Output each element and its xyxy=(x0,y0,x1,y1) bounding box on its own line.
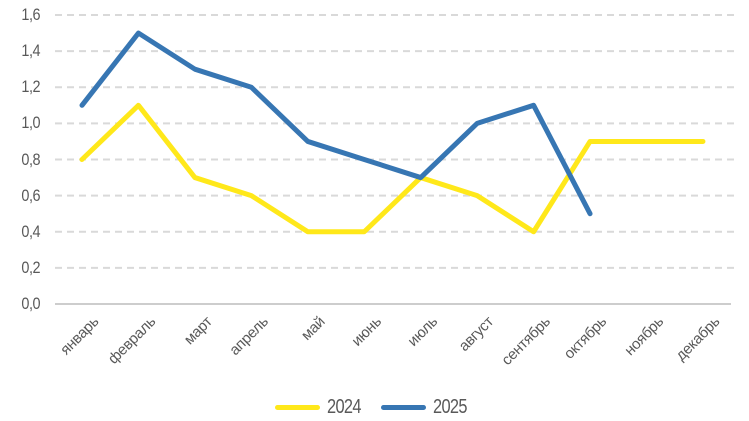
y-tick-label: 1,0 xyxy=(21,113,40,133)
legend: 2024 2025 xyxy=(0,394,749,420)
series-line-2024 xyxy=(79,102,706,235)
legend-swatch-2024 xyxy=(275,404,321,410)
legend-label-2025: 2025 xyxy=(432,395,468,418)
y-tick-label: 0,4 xyxy=(21,221,40,241)
legend-item-2024: 2024 xyxy=(275,396,368,419)
legend-label-2024: 2024 xyxy=(327,395,362,418)
legend-swatch-2025 xyxy=(380,404,426,410)
y-tick-label: 0,6 xyxy=(21,185,40,205)
y-tick-label: 0,0 xyxy=(21,294,40,313)
y-tick-label: 1,4 xyxy=(21,41,40,61)
legend-item-2025: 2025 xyxy=(380,395,474,419)
series-line-2025 xyxy=(79,30,593,217)
y-tick-label: 1,6 xyxy=(21,5,40,24)
y-tick-label: 1,2 xyxy=(21,77,40,97)
y-tick-label: 0,8 xyxy=(21,149,40,169)
y-tick-label: 0,2 xyxy=(21,257,40,277)
